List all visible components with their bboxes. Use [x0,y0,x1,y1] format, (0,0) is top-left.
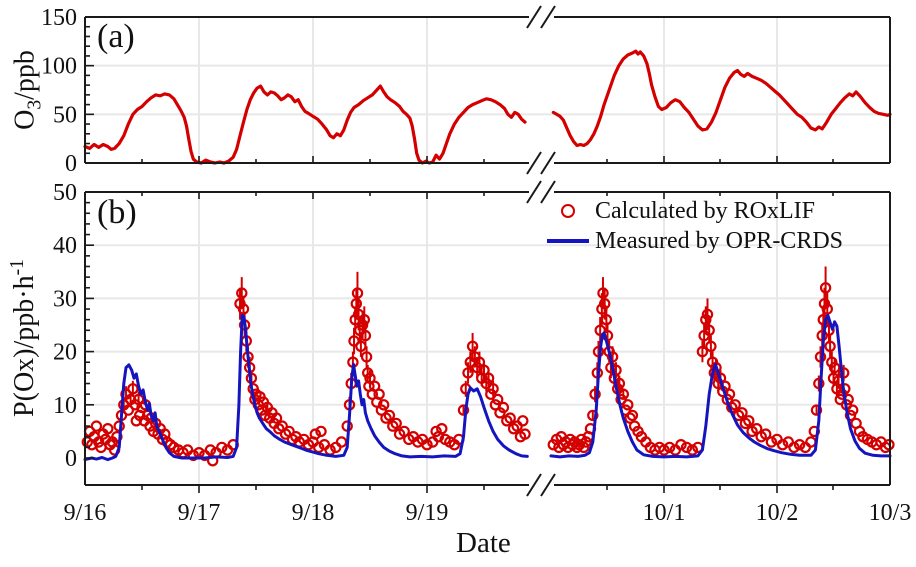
axes [84,16,891,486]
svg-text:9/16: 9/16 [64,500,107,526]
svg-text:9/18: 9/18 [292,500,335,526]
axis-break-marks [526,5,556,497]
panel-b-y-axis-title: P(Ox)/ppb·h-1 [6,259,41,417]
pox-calculated-points [81,282,895,467]
svg-text:10/3: 10/3 [869,500,912,526]
legend-item-roxlif: Calculated by ROxLIF [546,196,843,226]
svg-text:10: 10 [53,393,77,419]
svg-text:10/1: 10/1 [643,500,686,526]
panel-a-y-axis-title: O3/ppb [9,50,46,130]
svg-text:9/19: 9/19 [406,500,449,526]
legend: Calculated by ROxLIF Measured by OPR-CRD… [546,196,843,256]
svg-text:0: 0 [65,446,77,472]
x-axis-title: Date [456,527,511,559]
pox-measured-line [83,313,892,462]
open-circle-marker-icon [561,204,575,218]
panel-a-label: (a) [97,18,135,55]
svg-text:20: 20 [53,340,77,366]
legend-label-opr-crds: Measured by OPR-CRDS [595,227,844,254]
svg-text:50: 50 [53,180,77,206]
svg-text:40: 40 [53,233,77,259]
pox-measured-right [549,313,892,459]
svg-text:10/2: 10/2 [756,500,799,526]
o3-line-right [551,49,892,148]
gridlines [85,17,890,485]
ticks [85,16,834,493]
y-tick-labels-a: 0 50 100 150 [41,5,77,177]
panel-b-label: (b) [97,194,137,231]
svg-text:0: 0 [65,151,77,177]
svg-text:100: 100 [41,54,77,80]
legend-label-roxlif: Calculated by ROxLIF [595,197,815,224]
line-marker-icon [547,239,589,243]
svg-text:30: 30 [53,286,77,312]
x-tick-labels: 9/16 9/17 9/18 9/19 10/1 10/2 10/3 [64,500,912,526]
o3-line-left [83,84,527,165]
pox-measured-left [83,313,529,462]
svg-text:50: 50 [53,102,77,128]
svg-text:9/17: 9/17 [178,500,221,526]
y-tick-labels-b: 0 10 20 30 40 50 [53,180,77,472]
legend-item-opr-crds: Measured by OPR-CRDS [546,226,843,256]
svg-text:150: 150 [41,5,77,31]
pox-error-bars [120,266,845,421]
o3-line [83,49,892,165]
